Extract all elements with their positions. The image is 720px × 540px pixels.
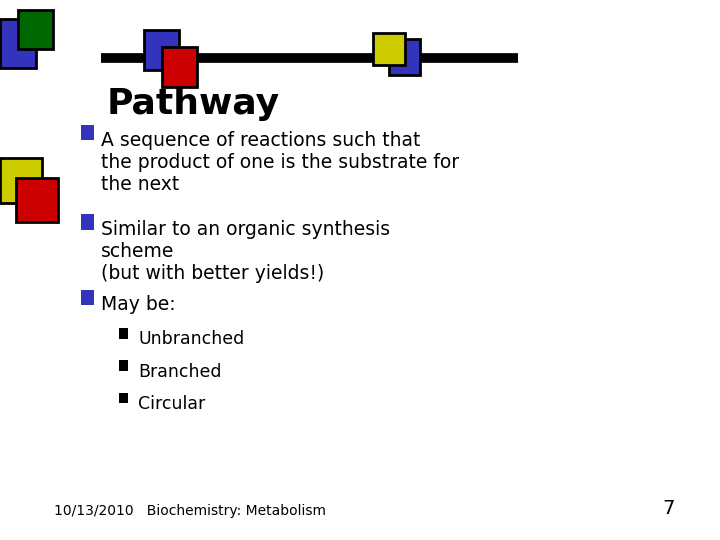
Bar	[373, 33, 405, 65]
Bar	[162, 47, 197, 87]
Bar	[0, 158, 42, 202]
Text: Branched: Branched	[138, 363, 222, 381]
Text: Unbranched: Unbranched	[138, 330, 245, 348]
Bar	[81, 290, 94, 305]
Bar	[119, 328, 128, 339]
Bar	[81, 214, 94, 230]
Bar	[16, 178, 58, 222]
Bar	[119, 393, 128, 403]
Text: 7: 7	[662, 500, 675, 518]
Text: 10/13/2010   Biochemistry: Metabolism: 10/13/2010 Biochemistry: Metabolism	[54, 504, 326, 518]
Bar	[389, 39, 420, 75]
Text: Similar to an organic synthesis
scheme
(but with better yields!): Similar to an organic synthesis scheme (…	[101, 220, 390, 283]
Text: Pathway: Pathway	[107, 87, 279, 122]
Bar	[144, 30, 179, 70]
Text: Circular: Circular	[138, 395, 205, 413]
Text: May be:: May be:	[101, 295, 176, 314]
Bar	[18, 10, 53, 49]
Text: A sequence of reactions such that
the product of one is the substrate for
the ne: A sequence of reactions such that the pr…	[101, 131, 459, 194]
Bar	[119, 360, 128, 371]
Bar	[0, 19, 36, 68]
Bar	[81, 125, 94, 140]
